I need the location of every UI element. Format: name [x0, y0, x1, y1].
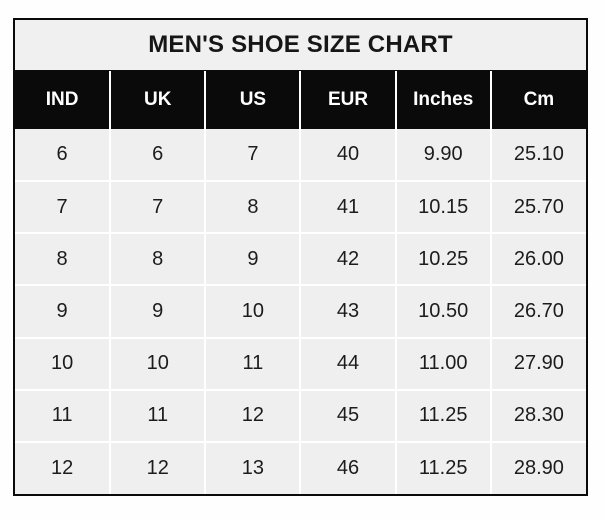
cell-eur: 40	[300, 129, 397, 183]
cell-inches: 11.25	[395, 389, 492, 443]
table-row: 9 9 10 43 10.50 26.70	[15, 285, 586, 339]
cell-ind: 11	[15, 389, 112, 443]
page-title: MEN'S SHOE SIZE CHART	[148, 31, 453, 58]
table-header-row: IND UK US EUR Inches Cm	[15, 71, 586, 129]
cell-us: 11	[205, 337, 302, 391]
cell-ind: 8	[15, 233, 112, 287]
cell-uk: 11	[110, 389, 207, 443]
table-row: 10 10 11 44 11.00 27.90	[15, 337, 586, 391]
table-row: 8 8 9 42 10.25 26.00	[15, 233, 586, 287]
cell-ind: 12	[15, 441, 112, 494]
column-header-us: US	[205, 71, 302, 129]
cell-cm: 27.90	[490, 337, 586, 391]
table-row: 6 6 7 40 9.90 25.10	[15, 129, 586, 183]
cell-eur: 44	[300, 337, 397, 391]
table-body: 6 6 7 40 9.90 25.10 7 7 8 41 10.15 25.70…	[15, 129, 586, 494]
cell-inches: 10.50	[395, 285, 492, 339]
cell-uk: 6	[110, 129, 207, 183]
cell-uk: 9	[110, 285, 207, 339]
cell-cm: 25.70	[490, 181, 586, 235]
column-header-uk: UK	[110, 71, 207, 129]
cell-inches: 11.25	[395, 441, 492, 494]
cell-eur: 46	[300, 441, 397, 494]
shoe-size-table: IND UK US EUR Inches Cm 6 6 7 40 9.90 25…	[15, 71, 586, 494]
table-row: 12 12 13 46 11.25 28.90	[15, 441, 586, 494]
cell-us: 7	[205, 129, 302, 183]
cell-inches: 9.90	[395, 129, 492, 183]
cell-uk: 10	[110, 337, 207, 391]
cell-eur: 43	[300, 285, 397, 339]
cell-ind: 10	[15, 337, 112, 391]
column-header-ind: IND	[15, 71, 112, 129]
table-header: IND UK US EUR Inches Cm	[15, 71, 586, 129]
column-header-cm: Cm	[490, 71, 586, 129]
table-row: 7 7 8 41 10.15 25.70	[15, 181, 586, 235]
cell-uk: 7	[110, 181, 207, 235]
chart-title-band: MEN'S SHOE SIZE CHART	[15, 20, 586, 71]
cell-us: 10	[205, 285, 302, 339]
cell-uk: 12	[110, 441, 207, 494]
cell-ind: 7	[15, 181, 112, 235]
column-header-inches: Inches	[395, 71, 492, 129]
cell-inches: 10.15	[395, 181, 492, 235]
cell-inches: 10.25	[395, 233, 492, 287]
size-chart-container: MEN'S SHOE SIZE CHART IND UK US EUR Inch…	[13, 18, 588, 496]
table-row: 11 11 12 45 11.25 28.30	[15, 389, 586, 443]
cell-us: 9	[205, 233, 302, 287]
cell-us: 8	[205, 181, 302, 235]
cell-inches: 11.00	[395, 337, 492, 391]
cell-us: 13	[205, 441, 302, 494]
cell-us: 12	[205, 389, 302, 443]
column-header-eur: EUR	[300, 71, 397, 129]
cell-ind: 9	[15, 285, 112, 339]
cell-cm: 26.00	[490, 233, 586, 287]
cell-cm: 26.70	[490, 285, 586, 339]
cell-cm: 28.30	[490, 389, 586, 443]
cell-eur: 42	[300, 233, 397, 287]
cell-uk: 8	[110, 233, 207, 287]
cell-eur: 41	[300, 181, 397, 235]
cell-eur: 45	[300, 389, 397, 443]
cell-cm: 25.10	[490, 129, 586, 183]
cell-cm: 28.90	[490, 441, 586, 494]
cell-ind: 6	[15, 129, 112, 183]
